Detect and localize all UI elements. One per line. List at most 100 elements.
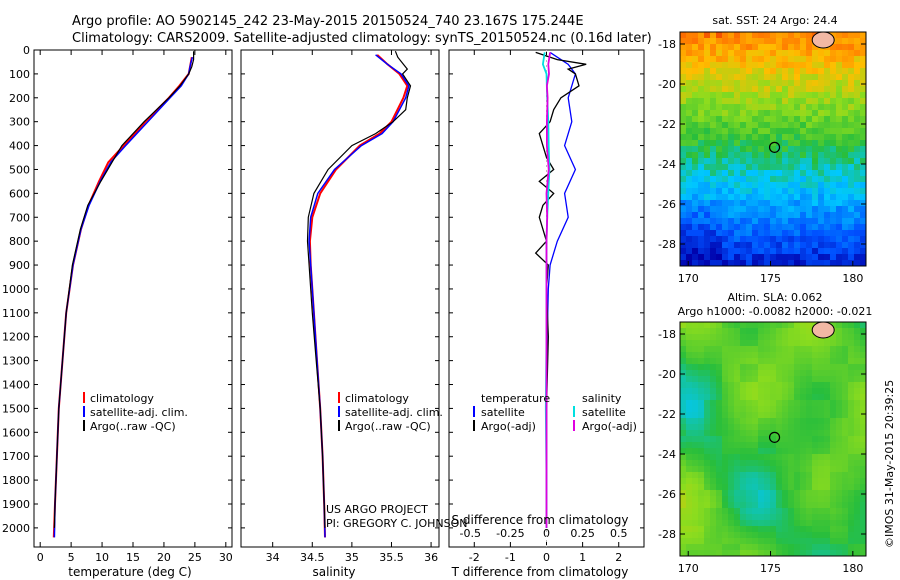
map-cell <box>716 430 722 436</box>
map-cell <box>716 448 722 454</box>
map-cell <box>728 176 734 182</box>
map-cell <box>800 38 806 44</box>
map-cell <box>710 182 716 188</box>
map-cell <box>818 242 824 248</box>
map-cell <box>722 32 728 38</box>
map-cell <box>830 224 836 230</box>
map-cell <box>746 212 752 218</box>
map-cell <box>812 92 818 98</box>
map-cell <box>824 496 830 502</box>
map-cell <box>776 224 782 230</box>
map-cell <box>752 418 758 424</box>
map-cell <box>722 538 728 544</box>
map-cell <box>722 346 728 352</box>
map-x-tick-label: 170 <box>678 562 699 575</box>
map-cell <box>728 110 734 116</box>
map-cell <box>692 526 698 532</box>
map-cell <box>746 430 752 436</box>
map-cell <box>692 176 698 182</box>
map-cell <box>806 248 812 254</box>
map-cell <box>728 182 734 188</box>
sla-map: 170 175 180-18-20-22-24-26-28 <box>658 321 867 575</box>
map-cell <box>710 328 716 334</box>
map-cell <box>824 550 830 556</box>
map-cell <box>686 412 692 418</box>
map-cell <box>740 412 746 418</box>
map-cell <box>680 442 686 448</box>
map-cell <box>716 502 722 508</box>
map-cell <box>740 370 746 376</box>
map-cell <box>704 544 710 550</box>
map-cell <box>800 424 806 430</box>
map-cell <box>722 484 728 490</box>
map-cell <box>842 38 848 44</box>
map-cell <box>752 454 758 460</box>
map-cell <box>722 104 728 110</box>
y-tick-label: 700 <box>9 211 30 224</box>
map-cell <box>692 430 698 436</box>
map-cell <box>836 92 842 98</box>
map-cell <box>782 442 788 448</box>
map-cell <box>740 86 746 92</box>
map-cell <box>710 86 716 92</box>
map-cell <box>836 152 842 158</box>
map-cell <box>722 254 728 260</box>
map-cell <box>794 532 800 538</box>
map-cell <box>734 388 740 394</box>
map-cell <box>716 352 722 358</box>
map-cell <box>680 412 686 418</box>
map-cell <box>710 418 716 424</box>
map-cell <box>830 200 836 206</box>
map-cell <box>698 334 704 340</box>
map-cell <box>722 424 728 430</box>
map-cell <box>836 62 842 68</box>
map-cell <box>716 194 722 200</box>
map-cell <box>818 352 824 358</box>
map-cell <box>680 200 686 206</box>
map-cell <box>764 394 770 400</box>
map-cell <box>686 200 692 206</box>
map-cell <box>848 230 854 236</box>
map-cell <box>746 86 752 92</box>
map-cell <box>824 544 830 550</box>
map-cell <box>764 550 770 556</box>
map-cell <box>770 86 776 92</box>
map-cell <box>686 448 692 454</box>
map-cell <box>764 110 770 116</box>
map-cell <box>758 74 764 80</box>
map-cell <box>818 116 824 122</box>
map-cell <box>728 224 734 230</box>
map-cell <box>782 346 788 352</box>
map-cell <box>758 38 764 44</box>
map-cell <box>776 478 782 484</box>
map-cell <box>788 502 794 508</box>
map-cell <box>782 508 788 514</box>
map-cell <box>722 496 728 502</box>
map-cell <box>818 502 824 508</box>
map-cell <box>788 508 794 514</box>
map-cell <box>764 116 770 122</box>
map-cell <box>704 152 710 158</box>
map-cell <box>716 538 722 544</box>
map-cell <box>782 74 788 80</box>
map-cell <box>752 56 758 62</box>
map-cell <box>836 230 842 236</box>
map-cell <box>836 436 842 442</box>
map-cell <box>848 508 854 514</box>
map-cell <box>698 152 704 158</box>
map-cell <box>776 544 782 550</box>
map-cell <box>806 170 812 176</box>
map-cell <box>854 122 860 128</box>
map-cell <box>716 454 722 460</box>
map-cell <box>794 550 800 556</box>
map-cell <box>758 62 764 68</box>
map-cell <box>680 370 686 376</box>
map-cell <box>692 448 698 454</box>
map-cell <box>836 122 842 128</box>
map-cell <box>734 260 740 266</box>
map-cell <box>764 340 770 346</box>
map-cell <box>758 110 764 116</box>
map-cell <box>776 80 782 86</box>
map-cell <box>794 520 800 526</box>
map-cell <box>758 56 764 62</box>
